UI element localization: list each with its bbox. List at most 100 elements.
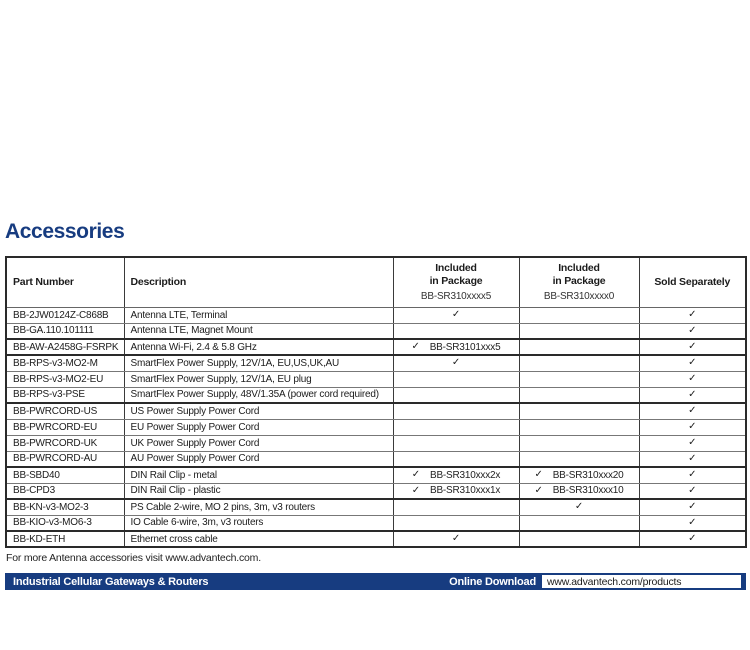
included-pkg0-cell bbox=[518, 371, 640, 388]
part-number-cell: BB-2JW0124Z-C868B bbox=[5, 307, 125, 324]
check-cell-content: ✓ bbox=[640, 372, 745, 387]
check-icon: ✓ bbox=[688, 324, 697, 336]
description-cell: EU Power Supply Power Cord bbox=[123, 419, 394, 436]
table-row: BB-GA.110.101111 Antenna LTE, Magnet Mou… bbox=[5, 323, 747, 340]
check-cell-content: ✓ BB-SR310xxx10 bbox=[520, 484, 638, 498]
table-row: BB-PWRCORD-EU EU Power Supply Power Cord… bbox=[5, 419, 747, 436]
sold-separately-cell: ✓ bbox=[638, 371, 747, 388]
included-pkg5-cell: ✓ BB-SR310xxx2x bbox=[392, 467, 520, 484]
check-cell-content: ✓ bbox=[640, 436, 745, 451]
header-included-line2: in Package bbox=[429, 274, 483, 287]
check-icon: ✓ bbox=[411, 484, 420, 496]
check-icon: ✓ bbox=[688, 309, 697, 320]
description-cell: AU Power Supply Power Cord bbox=[123, 451, 394, 468]
included-pkg5-cell bbox=[392, 403, 520, 420]
check-model-label: BB-SR310xxx1x bbox=[429, 485, 501, 497]
check-icon: ✓ bbox=[688, 452, 697, 464]
sold-separately-cell: ✓ bbox=[638, 467, 747, 484]
sold-separately-cell: ✓ bbox=[638, 451, 747, 468]
included-pkg5-cell: ✓ BB-SR310xxx1x bbox=[392, 483, 520, 500]
check-icon: ✓ bbox=[411, 469, 420, 481]
included-pkg5-cell: ✓ bbox=[392, 307, 520, 324]
header-included-line1: Included bbox=[558, 261, 600, 274]
check-icon: ✓ bbox=[688, 341, 697, 352]
included-pkg5-cell: ✓ bbox=[392, 355, 520, 372]
included-pkg5-cell bbox=[392, 387, 520, 404]
table-row: BB-2JW0124Z-C868B Antenna LTE, Terminal … bbox=[5, 307, 747, 324]
included-pkg0-cell bbox=[518, 323, 640, 340]
check-cell-content: ✓ bbox=[520, 500, 638, 514]
description-cell: Antenna Wi-Fi, 2.4 & 5.8 GHz bbox=[123, 339, 394, 356]
check-icon: ✓ bbox=[688, 373, 697, 384]
description-cell: DIN Rail Clip - plastic bbox=[123, 483, 394, 500]
sold-separately-cell: ✓ bbox=[638, 419, 747, 436]
part-number-cell: BB-GA.110.101111 bbox=[5, 323, 125, 340]
included-pkg5-cell bbox=[392, 419, 520, 436]
check-cell-content: ✓ BB-SR3101xxx5 bbox=[394, 340, 518, 353]
download-url-text[interactable]: www.advantech.com/products bbox=[547, 575, 682, 588]
part-number-cell: BB-PWRCORD-UK bbox=[5, 435, 125, 452]
header-included-line1: Included bbox=[435, 261, 477, 274]
download-url-box[interactable]: www.advantech.com/products bbox=[542, 575, 741, 588]
check-cell-content: ✓ bbox=[394, 532, 518, 546]
check-icon: ✓ bbox=[688, 484, 697, 496]
included-pkg0-cell bbox=[518, 355, 640, 372]
check-model-label: BB-SR3101xxx5 bbox=[429, 341, 501, 353]
check-cell-content: ✓ BB-SR310xxx20 bbox=[520, 468, 638, 482]
included-pkg0-cell bbox=[518, 307, 640, 324]
header-sold-separately: Sold Separately bbox=[638, 257, 747, 308]
part-number-cell: BB-SBD40 bbox=[5, 467, 125, 484]
header-part-number: Part Number bbox=[5, 257, 125, 308]
included-pkg5-cell bbox=[392, 435, 520, 452]
description-cell: IO Cable 6-wire, 3m, v3 routers bbox=[123, 515, 394, 532]
sold-separately-cell: ✓ bbox=[638, 307, 747, 324]
sold-separately-cell: ✓ bbox=[638, 387, 747, 404]
included-pkg0-cell bbox=[518, 387, 640, 404]
check-cell-content: ✓ bbox=[640, 324, 745, 338]
part-number-cell: BB-KD-ETH bbox=[5, 531, 125, 547]
description-cell: SmartFlex Power Supply, 12V/1A, EU,US,UK… bbox=[123, 355, 394, 372]
check-cell-content: ✓ bbox=[640, 404, 745, 418]
part-number-cell: BB-CPD3 bbox=[5, 483, 125, 500]
table-header: Part Number Description Included in Pack… bbox=[5, 257, 747, 308]
included-pkg5-cell bbox=[392, 451, 520, 468]
table-row: BB-PWRCORD-AU AU Power Supply Power Cord… bbox=[5, 451, 747, 468]
check-icon: ✓ bbox=[534, 469, 543, 481]
description-cell: Antenna LTE, Magnet Mount bbox=[123, 323, 394, 340]
included-pkg0-cell bbox=[518, 451, 640, 468]
accessories-table: Part Number Description Included in Pack… bbox=[5, 256, 747, 548]
check-icon: ✓ bbox=[688, 501, 697, 513]
included-pkg0-cell bbox=[518, 419, 640, 436]
part-number-cell: BB-KIO-v3-MO6-3 bbox=[5, 515, 125, 532]
included-pkg0-cell bbox=[518, 403, 640, 420]
included-pkg0-cell bbox=[518, 435, 640, 452]
included-pkg0-cell bbox=[518, 339, 640, 356]
check-cell-content: ✓ bbox=[640, 308, 745, 323]
check-cell-content: ✓ bbox=[640, 484, 745, 498]
part-number-cell: BB-PWRCORD-US bbox=[5, 403, 125, 420]
header-included-pkg5: Included in Package BB-SR310xxxx5 bbox=[392, 257, 520, 308]
check-cell-content: ✓ bbox=[640, 388, 745, 402]
description-cell: US Power Supply Power Cord bbox=[123, 403, 394, 420]
check-model-label: BB-SR310xxx10 bbox=[552, 485, 624, 497]
table-row: BB-KN-v3-MO2-3 PS Cable 2-wire, MO 2 pin… bbox=[5, 499, 747, 516]
description-cell: DIN Rail Clip - metal bbox=[123, 467, 394, 484]
part-number-cell: BB-PWRCORD-AU bbox=[5, 451, 125, 468]
footer-product-family-label: Industrial Cellular Gateways & Routers bbox=[13, 575, 209, 588]
included-pkg5-cell bbox=[392, 323, 520, 340]
table-row: BB-PWRCORD-UK UK Power Supply Power Cord… bbox=[5, 435, 747, 452]
check-icon: ✓ bbox=[411, 341, 420, 352]
page-title: Accessories bbox=[5, 220, 125, 243]
check-icon: ✓ bbox=[451, 309, 461, 320]
check-icon: ✓ bbox=[688, 469, 697, 481]
table-row: BB-AW-A2458G-FSRPK Antenna Wi-Fi, 2.4 & … bbox=[5, 339, 747, 356]
check-icon: ✓ bbox=[688, 388, 697, 400]
sold-separately-cell: ✓ bbox=[638, 339, 747, 356]
included-pkg5-cell bbox=[392, 499, 520, 516]
check-icon: ✓ bbox=[574, 501, 584, 513]
table-row: BB-RPS-v3-MO2-EU SmartFlex Power Supply,… bbox=[5, 371, 747, 388]
table-row: BB-KD-ETH Ethernet cross cable ✓ ✓ bbox=[5, 531, 747, 547]
footnote: For more Antenna accessories visit www.a… bbox=[6, 552, 261, 564]
check-cell-content: ✓ BB-SR310xxx1x bbox=[394, 484, 518, 498]
sold-separately-cell: ✓ bbox=[638, 355, 747, 372]
